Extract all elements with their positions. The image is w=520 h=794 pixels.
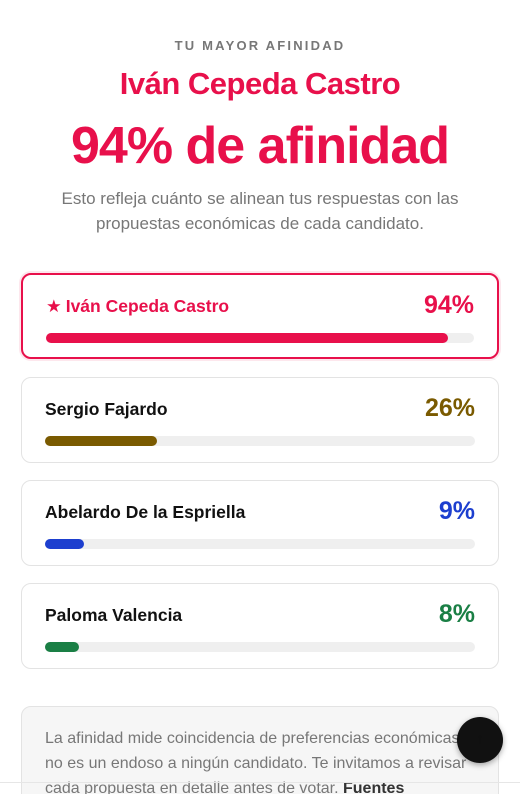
candidate-label: ★ Iván Cepeda Castro bbox=[46, 296, 229, 317]
affinity-bar-track bbox=[46, 333, 474, 343]
affinity-bar-fill bbox=[45, 436, 157, 446]
affinity-bar-fill bbox=[46, 333, 449, 343]
affinity-bar-fill bbox=[45, 642, 80, 652]
affinity-bar-track bbox=[45, 642, 475, 652]
candidate-label: Paloma Valencia bbox=[45, 605, 182, 626]
affinity-bar-track bbox=[45, 539, 475, 549]
candidate-percent: 94% bbox=[423, 291, 474, 319]
candidate-label: Abelardo De la Espriella bbox=[45, 502, 245, 523]
top-candidate-name: Iván Cepeda Castro bbox=[119, 66, 401, 101]
candidate-card-espriella[interactable]: Abelardo De la Espriella 9% bbox=[21, 480, 499, 566]
star-icon: ★ bbox=[46, 296, 62, 316]
candidate-card-cepeda[interactable]: ★ Iván Cepeda Castro 94% bbox=[21, 273, 499, 359]
candidate-label: Sergio Fajardo bbox=[45, 399, 168, 420]
bottom-divider bbox=[0, 782, 520, 783]
affinity-bar-fill bbox=[45, 539, 84, 549]
affinity-headline: 94% de afinidad bbox=[71, 117, 450, 175]
disclaimer-text: La afinidad mide coincidencia de prefere… bbox=[45, 730, 467, 794]
candidate-percent: 9% bbox=[438, 497, 475, 525]
candidate-percent: 26% bbox=[424, 394, 475, 422]
candidate-percent: 8% bbox=[438, 600, 475, 628]
eyebrow-label: TU MAYOR AFINIDAD bbox=[174, 38, 346, 53]
candidate-name: Abelardo De la Espriella bbox=[45, 502, 246, 522]
results-subtitle: Esto refleja cuánto se alinean tus respu… bbox=[61, 189, 459, 233]
candidate-name: Paloma Valencia bbox=[45, 605, 183, 625]
sources-link[interactable]: Fuentes bbox=[343, 780, 405, 794]
candidate-name: Sergio Fajardo bbox=[45, 399, 168, 419]
affinity-bar-track bbox=[45, 436, 475, 446]
scroll-top-button[interactable]: ↑ bbox=[457, 717, 503, 763]
candidate-card-valencia[interactable]: Paloma Valencia 8% bbox=[21, 583, 499, 669]
arrow-up-icon: ↑ bbox=[476, 731, 484, 748]
disclaimer-note: La afinidad mide coincidencia de prefere… bbox=[21, 706, 499, 794]
candidate-card-fajardo[interactable]: Sergio Fajardo 26% bbox=[21, 377, 499, 463]
candidate-name: Iván Cepeda Castro bbox=[65, 296, 230, 316]
